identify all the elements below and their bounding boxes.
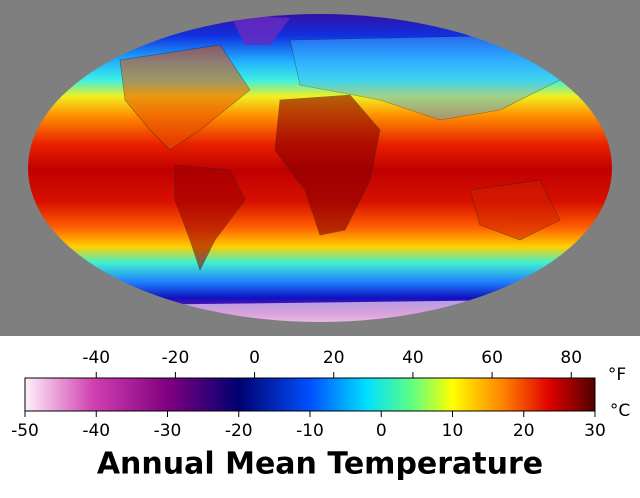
antarctica <box>90 300 560 322</box>
celsius-tick-label: 20 <box>513 421 535 441</box>
map <box>28 14 612 322</box>
fahrenheit-tick-label: -20 <box>162 348 190 368</box>
greenland <box>230 15 290 45</box>
title: Annual Mean Temperature <box>97 447 543 482</box>
fahrenheit-tick-label: 40 <box>402 348 424 368</box>
celsius-tick-label: -10 <box>296 421 324 441</box>
celsius-tick-label: -20 <box>225 421 253 441</box>
south-america <box>174 164 246 271</box>
fahrenheit-tick-label: 0 <box>249 348 260 368</box>
africa <box>274 94 381 236</box>
fahrenheit-tick-label: -40 <box>82 348 110 368</box>
fahrenheit-tick-label: 20 <box>323 348 345 368</box>
fahrenheit-tick-label: 80 <box>560 348 582 368</box>
celsius-tick-label: 10 <box>442 421 464 441</box>
celsius-tick-label: -30 <box>154 421 182 441</box>
australia <box>469 179 561 241</box>
celsius-tick-label: 30 <box>584 421 606 441</box>
celsius-tick-label: -40 <box>82 421 110 441</box>
fahrenheit-unit: °F <box>608 365 626 385</box>
fahrenheit-tick-label: 60 <box>481 348 503 368</box>
north-america <box>119 44 251 151</box>
celsius-tick-label: -50 <box>11 421 39 441</box>
celsius-unit: °C <box>610 401 630 421</box>
celsius-tick-label: 0 <box>376 421 387 441</box>
colorbar <box>24 377 596 412</box>
